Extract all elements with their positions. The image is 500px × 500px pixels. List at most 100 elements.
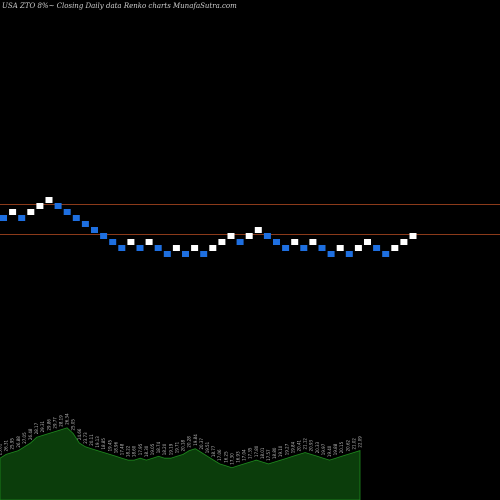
volume-label: 18.22 — [126, 445, 131, 457]
renko-brick-up — [354, 245, 362, 251]
renko-brick-up — [27, 209, 35, 215]
volume-label: 18.20 — [162, 443, 167, 455]
renko-brick-up — [254, 227, 262, 233]
volume-label: 19.71 — [174, 441, 179, 453]
renko-brick-down — [54, 203, 62, 209]
renko-brick-up — [218, 239, 226, 245]
volume-label: 29.77 — [52, 417, 57, 429]
renko-brick-down — [109, 239, 117, 245]
volume-label: 26.31 — [4, 439, 9, 451]
volume-label: 17.35 — [248, 447, 253, 459]
volume-label: 18.80 — [272, 447, 277, 459]
volume-label: 26.34 — [65, 413, 70, 425]
volume-label: 20.28 — [187, 436, 192, 448]
volume-label: 19.97 — [321, 443, 326, 455]
renko-brick-down — [0, 215, 7, 221]
renko-brick-down — [382, 251, 390, 257]
volume-label: 23.73 — [83, 432, 88, 444]
renko-brick-down — [327, 251, 335, 257]
volume-label: 20.11 — [89, 434, 94, 446]
volume-panel: 25.01 26.31 25.95 26.88 27.05 26.48 28.17 29.31… — [0, 413, 363, 500]
renko-brick-up — [209, 245, 217, 251]
renko-brick-down — [318, 245, 326, 251]
volume-label: 17.06 — [217, 449, 222, 461]
volume-label: 27.05 — [22, 432, 27, 444]
renko-brick-up — [364, 239, 371, 245]
renko-brick-up — [336, 245, 344, 251]
volume-label: 24.66 — [77, 428, 82, 440]
renko-brick-down — [72, 215, 80, 221]
renko-brick-up — [9, 209, 17, 215]
volume-label: 19.05 — [150, 443, 155, 455]
volume-label: 16.25 — [223, 451, 228, 463]
volume-label: 18.60 — [132, 445, 137, 457]
volume-label: 25.01 — [0, 443, 3, 455]
volume-label: 18.30 — [144, 445, 149, 457]
renko-brick-down — [81, 221, 89, 227]
renko-brick-down — [163, 251, 171, 257]
renko-brick-up — [291, 239, 299, 245]
volume-label: 19.27 — [284, 443, 289, 455]
renko-brick-down — [154, 245, 162, 251]
volume-label: 20.37 — [199, 438, 204, 450]
volume-label: 29.86 — [46, 419, 51, 431]
renko-brick-down — [345, 251, 353, 257]
volume-label: 25.05 — [71, 419, 76, 431]
renko-brick-down — [236, 239, 244, 245]
renko-brick-up — [309, 239, 317, 245]
volume-label: 22.09 — [358, 436, 363, 448]
volume-label: 17.57 — [266, 449, 271, 461]
volume-label: 19.13 — [95, 436, 100, 448]
volume-label: 18.01 — [260, 447, 265, 459]
volume-label: 26.88 — [16, 436, 21, 448]
volume-label: 19.84 — [193, 434, 198, 446]
renko-brick-down — [200, 251, 208, 257]
renko-brick-up — [191, 245, 199, 251]
volume-label: 20.18 — [181, 439, 186, 451]
volume-label: 19.45 — [107, 439, 112, 451]
volume-label: 17.30 — [229, 453, 234, 465]
volume-label: 28.19 — [59, 415, 64, 427]
renko-brick-up — [45, 197, 53, 203]
volume-label: 25.95 — [10, 438, 15, 450]
volume-label: 26.48 — [28, 428, 33, 440]
volume-label: 19.88 — [333, 443, 338, 455]
renko-brick-down — [136, 245, 144, 251]
renko-brick-down — [18, 215, 26, 221]
renko-brick-down — [373, 245, 381, 251]
volume-label: 19.51 — [205, 441, 210, 453]
volume-label: 18.77 — [211, 445, 216, 457]
renko-brick-down — [182, 251, 189, 257]
volume-label: 19.10 — [278, 445, 283, 457]
volume-label: 19.19 — [168, 443, 173, 455]
chart-title: USA ZTO 8%~ Closing Daily data Renko cha… — [2, 2, 237, 10]
volume-label: 21.12 — [303, 438, 308, 450]
renko-brick-up — [391, 245, 399, 251]
volume-label: 28.17 — [34, 422, 39, 434]
renko-brick-down — [100, 233, 108, 239]
renko-brick-up — [145, 239, 153, 245]
volume-label: 17.48 — [120, 443, 125, 455]
volume-label: 20.15 — [339, 441, 344, 453]
renko-brick-up — [127, 239, 135, 245]
renko-brick-down — [263, 233, 271, 239]
renko-brick-up — [409, 233, 417, 239]
volume-label: 17.95 — [138, 443, 143, 455]
volume-label: 20.62 — [345, 439, 350, 451]
volume-label: 18.96 — [113, 441, 118, 453]
renko-brick-up — [36, 203, 44, 209]
volume-label: 21.02 — [351, 438, 356, 450]
renko-brick-up — [227, 233, 235, 239]
volume-label: 17.80 — [254, 445, 259, 457]
volume-label: 20.93 — [309, 439, 314, 451]
volume-area — [0, 427, 361, 500]
renko-brick-down — [282, 245, 290, 251]
renko-brick-down — [91, 227, 98, 233]
renko-brick-down — [118, 245, 126, 251]
volume-label: 20.33 — [315, 441, 320, 453]
volume-label: 17.04 — [242, 449, 247, 461]
volume-label: 19.40 — [327, 445, 332, 457]
renko-brick-up — [245, 233, 253, 239]
volume-label: 19.84 — [290, 441, 295, 453]
